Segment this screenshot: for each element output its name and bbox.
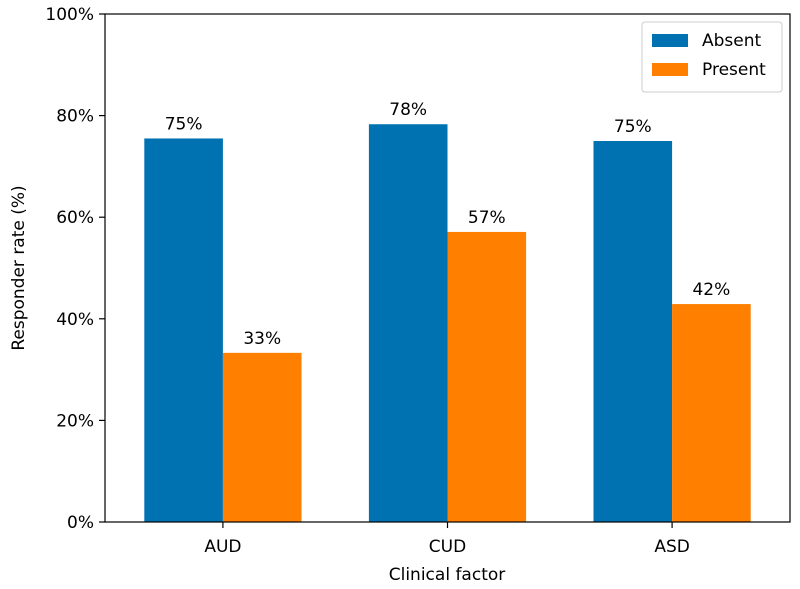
bar-value-label-present-cud: 57% (468, 208, 506, 228)
bar-value-label-absent-cud: 78% (389, 100, 427, 120)
y-axis-label: Responder rate (%) (9, 185, 29, 350)
x-axis-label: Clinical factor (389, 565, 506, 585)
y-tick-label: 40% (56, 310, 94, 330)
legend-label-present: Present (702, 60, 766, 80)
y-tick-label: 60% (56, 208, 94, 228)
bar-value-label-absent-asd: 75% (614, 117, 652, 137)
legend-label-absent: Absent (702, 31, 762, 51)
bar-labels-group: 75% 33% 78% 57% 75% 42% (165, 100, 731, 349)
y-tick-label: 0% (67, 513, 94, 533)
bar-present-cud (447, 231, 527, 522)
legend: Absent Present (641, 21, 783, 93)
legend-swatch-present (652, 63, 688, 76)
x-tick-label: CUD (429, 537, 466, 557)
bar-present-aud (222, 352, 302, 522)
y-axis: 0% 20% 40% 60% 80% 100% (45, 5, 105, 533)
x-axis: AUD CUD ASD (204, 522, 690, 557)
bar-present-asd (672, 304, 751, 522)
x-tick-label: AUD (204, 537, 241, 557)
y-tick-label: 20% (56, 411, 94, 431)
bar-value-label-absent-aud: 75% (165, 114, 203, 134)
bar-value-label-present-aud: 33% (243, 329, 281, 349)
bar-absent-cud (368, 124, 448, 523)
y-tick-label: 80% (56, 107, 94, 127)
bars-group (144, 124, 751, 523)
y-tick-label: 100% (45, 5, 94, 25)
bar-value-label-present-asd: 42% (692, 280, 730, 300)
x-tick-label: ASD (654, 537, 690, 557)
legend-swatch-absent (652, 34, 688, 47)
bar-absent-asd (593, 141, 673, 522)
bar-absent-aud (144, 138, 223, 522)
